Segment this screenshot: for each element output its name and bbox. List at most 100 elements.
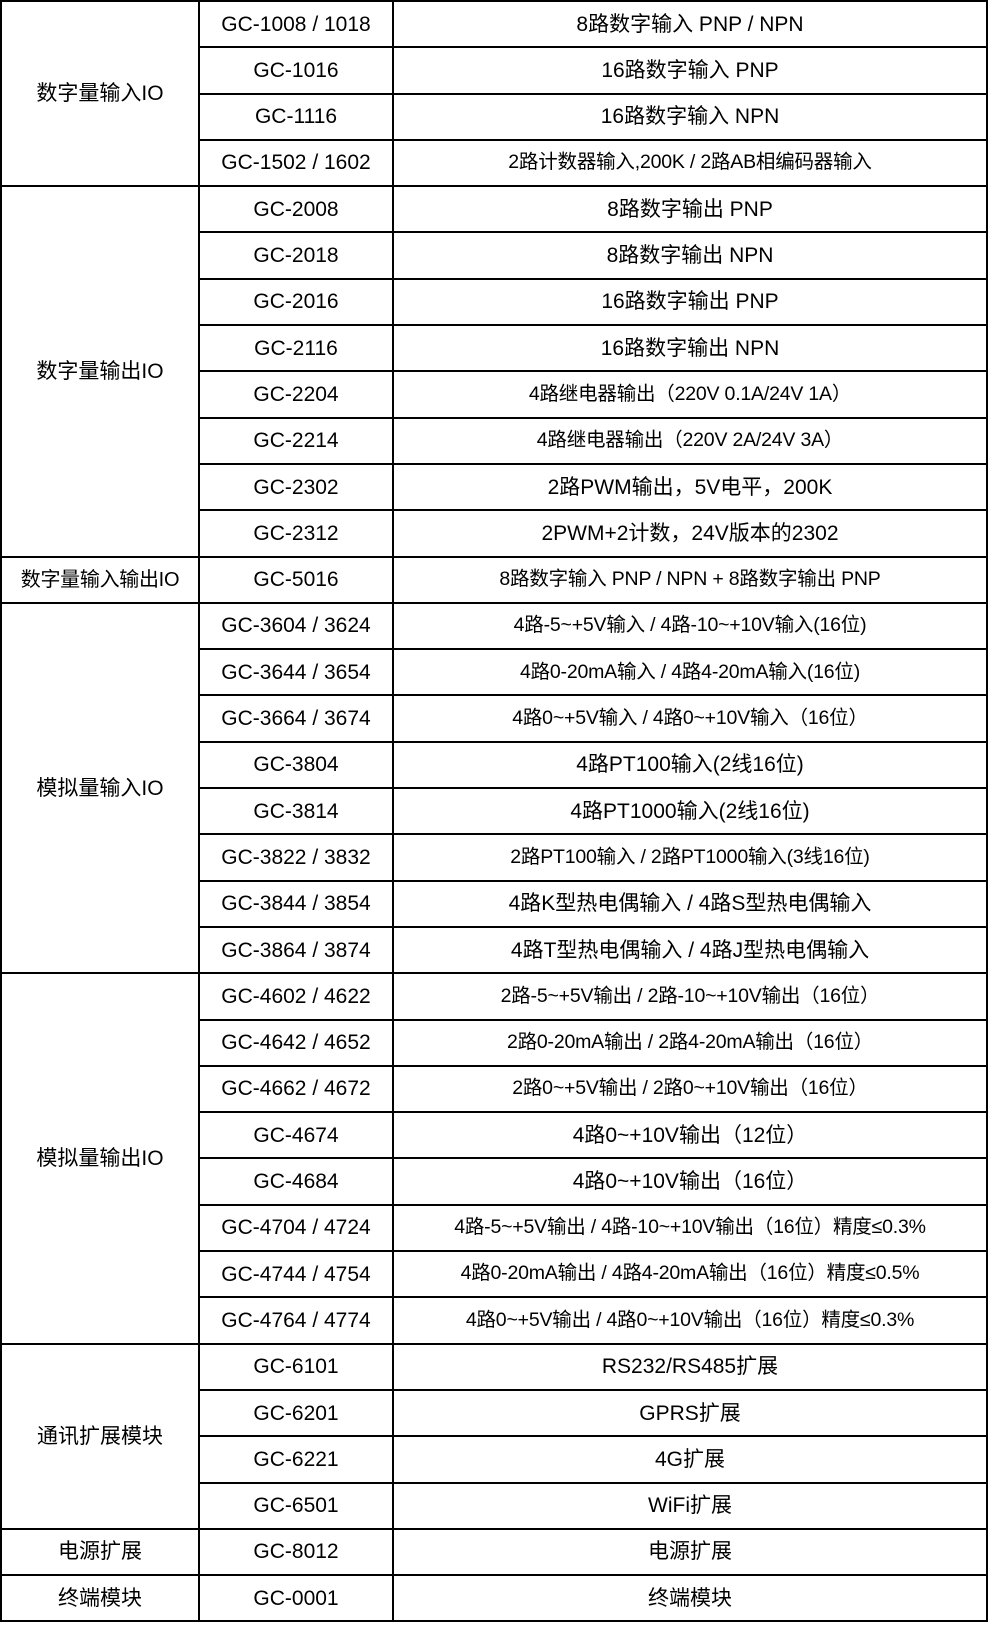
description-cell: 4路0-20mA输出 / 4路4-20mA输出（16位）精度≤0.5%: [392, 1250, 988, 1299]
description-cell: 2路-5~+5V输出 / 2路-10~+10V输出（16位）: [392, 972, 988, 1021]
table-row: 电源扩展 GC-8012 电源扩展: [0, 1527, 988, 1577]
model-cell: GC-1502 / 1602: [198, 138, 394, 188]
description-cell: 4路继电器输出（220V 2A/24V 3A）: [392, 416, 988, 465]
description-cell: 2路0-20mA输出 / 2路4-20mA输出（16位）: [392, 1018, 988, 1067]
table-row: GC-2018 8路数字输出 NPN: [1, 231, 988, 280]
model-cell: GC-4684: [198, 1157, 394, 1206]
table-row: GC-3644 / 3654 4路0-20mA输入 / 4路4-20mA输入(16…: [1, 648, 988, 697]
model-cell: GC-1008 / 1018: [198, 0, 394, 49]
model-cell: GC-2302: [198, 462, 394, 512]
category-cell: 数字量输出IO: [0, 185, 200, 558]
table-row: GC-4744 / 4754 4路0-20mA输出 / 4路4-20mA输出（16…: [1, 1250, 988, 1299]
description-cell: 4路0~+10V输出（16位）: [392, 1157, 988, 1206]
model-cell: GC-6201: [198, 1388, 394, 1438]
description-cell: 2路计数器输入,200K / 2路AB相编码器输入: [392, 138, 988, 188]
description-cell: 4路0~+5V输入 / 4路0~+10V输入（16位）: [392, 694, 988, 743]
model-cell: GC-4704 / 4724: [198, 1203, 394, 1253]
model-cell: GC-4744 / 4754: [198, 1250, 394, 1299]
table-row: GC-2312 2PWM+2计数，24V版本的2302: [1, 509, 988, 558]
table-row: GC-4764 / 4774 4路0~+5V输出 / 4路0~+10V输出（16位…: [1, 1296, 988, 1345]
table-row: GC-1016 16路数字输入 PNP: [1, 46, 988, 95]
description-cell: 16路数字输入 PNP: [392, 46, 988, 95]
category-cell: 数字量输入输出IO: [0, 555, 200, 604]
description-cell: 4路-5~+5V输出 / 4路-10~+10V输出（16位）精度≤0.3%: [392, 1203, 988, 1253]
table-row: GC-4662 / 4672 2路0~+5V输出 / 2路0~+10V输出（16位…: [1, 1064, 988, 1114]
table-row: 数字量输出IO GC-2008 8路数字输出 PNP: [0, 185, 988, 558]
model-cell: GC-3804: [198, 740, 394, 790]
model-cell: GC-3644 / 3654: [198, 648, 394, 697]
description-cell: 4路0-20mA输入 / 4路4-20mA输入(16位): [392, 648, 988, 697]
description-cell: 16路数字输入 NPN: [392, 92, 988, 141]
category-cell: 通讯扩展模块: [0, 1342, 200, 1530]
table-row: GC-3844 / 3854 4路K型热电偶输入 / 4路S型热电偶输入: [1, 879, 988, 928]
table-row: GC-2016 16路数字输出 PNP: [1, 277, 988, 327]
table-row: GC-3822 / 3832 2路PT100输入 / 2路PT1000输入(3线1…: [1, 833, 988, 882]
table-row: 数字量输入IO GC-1008 / 1018 8路数字输入 PNP / NPN: [0, 0, 988, 188]
model-cell: GC-3864 / 3874: [198, 925, 394, 975]
description-cell: 4路0~+5V输出 / 4路0~+10V输出（16位）精度≤0.3%: [392, 1296, 988, 1345]
table-row: GC-3804 4路PT100输入(2线16位): [1, 740, 988, 790]
model-cell: GC-6221: [198, 1435, 394, 1484]
model-cell: GC-6101: [198, 1342, 394, 1391]
description-cell: 8路数字输出 PNP: [392, 185, 988, 234]
table-row: GC-1502 / 1602 2路计数器输入,200K / 2路AB相编码器输入: [1, 138, 988, 188]
description-cell: 2PWM+2计数，24V版本的2302: [392, 509, 988, 558]
model-cell: GC-2016: [198, 277, 394, 327]
model-cell: GC-2116: [198, 324, 394, 373]
model-cell: GC-2008: [198, 185, 394, 234]
description-cell: 2路PWM输出，5V电平，200K: [392, 462, 988, 512]
model-cell: GC-4642 / 4652: [198, 1018, 394, 1067]
description-cell: 2路0~+5V输出 / 2路0~+10V输出（16位）: [392, 1064, 988, 1114]
table-row: GC-6201 GPRS扩展: [1, 1388, 988, 1438]
description-cell: GPRS扩展: [392, 1388, 988, 1438]
description-cell: 4路-5~+5V输入 / 4路-10~+10V输入(16位): [392, 601, 988, 651]
description-cell: 2路PT100输入 / 2路PT1000输入(3线16位): [392, 833, 988, 882]
model-cell: GC-3664 / 3674: [198, 694, 394, 743]
table-row: GC-3814 4路PT1000输入(2线16位): [1, 787, 988, 836]
table-row: GC-2214 4路继电器输出（220V 2A/24V 3A）: [1, 416, 988, 465]
description-cell: RS232/RS485扩展: [392, 1342, 988, 1391]
model-cell: GC-3844 / 3854: [198, 879, 394, 928]
description-cell: 8路数字输入 PNP / NPN + 8路数字输出 PNP: [392, 555, 988, 604]
table-row: 模拟量输出IO GC-4602 / 4622 2路-5~+5V输出 / 2路-10~…: [0, 972, 988, 1345]
model-cell: GC-6501: [198, 1481, 394, 1530]
description-cell: 电源扩展: [392, 1527, 988, 1577]
table-row: GC-4704 / 4724 4路-5~+5V输出 / 4路-10~+10V输出（…: [1, 1203, 988, 1253]
description-cell: 4路K型热电偶输入 / 4路S型热电偶输入: [392, 879, 988, 928]
model-cell: GC-2204: [198, 370, 394, 419]
description-cell: 4路继电器输出（220V 0.1A/24V 1A）: [392, 370, 988, 419]
table-row: 数字量输入输出IO GC-5016 8路数字输入 PNP / NPN + 8路数字输…: [0, 555, 988, 604]
model-cell: GC-4662 / 4672: [198, 1064, 394, 1114]
model-cell: GC-2214: [198, 416, 394, 465]
model-cell: GC-4764 / 4774: [198, 1296, 394, 1345]
model-cell: GC-8012: [198, 1527, 394, 1577]
table-row: GC-6501 WiFi扩展: [1, 1481, 988, 1530]
description-cell: 4G扩展: [392, 1435, 988, 1484]
category-cell: 电源扩展: [0, 1527, 200, 1577]
description-cell: 16路数字输出 PNP: [392, 277, 988, 327]
category-cell: 终端模块: [0, 1574, 200, 1623]
description-cell: 终端模块: [392, 1574, 988, 1623]
model-cell: GC-1016: [198, 46, 394, 95]
table-row: GC-2204 4路继电器输出（220V 0.1A/24V 1A）: [1, 370, 988, 419]
table-row: GC-3664 / 3674 4路0~+5V输入 / 4路0~+10V输入（16位…: [1, 694, 988, 743]
model-cell: GC-4602 / 4622: [198, 972, 394, 1021]
description-cell: 4路PT100输入(2线16位): [392, 740, 988, 790]
description-cell: 4路PT1000输入(2线16位): [392, 787, 988, 836]
model-cell: GC-2312: [198, 509, 394, 558]
description-cell: 8路数字输出 NPN: [392, 231, 988, 280]
model-cell: GC-0001: [198, 1574, 394, 1623]
model-cell: GC-3604 / 3624: [198, 601, 394, 651]
table-row: 通讯扩展模块 GC-6101 RS232/RS485扩展: [0, 1342, 988, 1530]
table-row: GC-1116 16路数字输入 NPN: [1, 92, 988, 141]
table-row: GC-6221 4G扩展: [1, 1435, 988, 1484]
description-cell: WiFi扩展: [392, 1481, 988, 1530]
table-row: GC-3864 / 3874 4路T型热电偶输入 / 4路J型热电偶输入: [1, 925, 988, 975]
model-cell: GC-5016: [198, 555, 394, 604]
table-row: GC-4684 4路0~+10V输出（16位）: [1, 1157, 988, 1206]
table-row: GC-4642 / 4652 2路0-20mA输出 / 2路4-20mA输出（16…: [1, 1018, 988, 1067]
description-cell: 4路0~+10V输出（12位）: [392, 1111, 988, 1160]
model-cell: GC-3822 / 3832: [198, 833, 394, 882]
